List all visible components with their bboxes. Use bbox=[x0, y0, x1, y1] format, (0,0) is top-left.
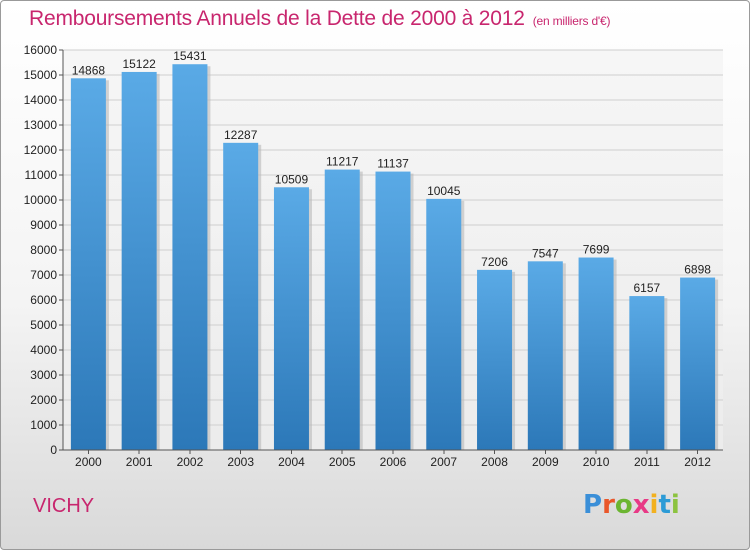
bar bbox=[273, 187, 309, 450]
y-tick-label: 14000 bbox=[24, 93, 58, 107]
x-tick-label: 2004 bbox=[278, 455, 305, 469]
bar bbox=[172, 64, 208, 450]
y-tick-label: 10000 bbox=[24, 193, 58, 207]
chart-title: Remboursements Annuels de la Dette de 20… bbox=[29, 7, 610, 31]
x-tick-label: 2007 bbox=[430, 455, 457, 469]
x-tick-label: 2010 bbox=[583, 455, 610, 469]
x-tick-label: 2006 bbox=[380, 455, 407, 469]
bar-value-label: 6157 bbox=[633, 281, 660, 295]
bar bbox=[629, 296, 665, 450]
bar-value-label: 12287 bbox=[224, 128, 258, 142]
y-tick-label: 12000 bbox=[24, 143, 58, 157]
bar-value-label: 11217 bbox=[326, 155, 359, 169]
x-tick-label: 2001 bbox=[126, 455, 153, 469]
bar bbox=[578, 257, 614, 450]
x-tick-label: 2005 bbox=[329, 455, 356, 469]
bar bbox=[121, 71, 157, 450]
y-tick-label: 13000 bbox=[24, 118, 58, 132]
x-tick-label: 2009 bbox=[532, 455, 559, 469]
proxiti-logo: Proxiti bbox=[583, 490, 680, 520]
bar bbox=[477, 269, 513, 450]
y-tick-label: 2000 bbox=[30, 393, 57, 407]
bar bbox=[680, 277, 716, 450]
x-tick-label: 2002 bbox=[177, 455, 204, 469]
logo-letter: o bbox=[614, 490, 633, 520]
logo-letter: i bbox=[649, 490, 659, 520]
bar-value-label: 7547 bbox=[532, 246, 559, 260]
x-tick-label: 2008 bbox=[481, 455, 508, 469]
y-tick-label: 15000 bbox=[24, 68, 58, 82]
x-tick-label: 2012 bbox=[684, 455, 711, 469]
bar-value-label: 7699 bbox=[583, 243, 610, 257]
bar-value-label: 10509 bbox=[275, 172, 309, 186]
bar bbox=[426, 198, 462, 450]
bar-layer: 14868 15122 15431 12287 10509 11217 11137 10045… bbox=[70, 49, 719, 451]
x-tick-label: 2000 bbox=[75, 455, 102, 469]
x-tick-label: 2003 bbox=[227, 455, 254, 469]
y-tick-label: 3000 bbox=[30, 368, 57, 382]
bar bbox=[527, 261, 563, 450]
y-tick-label: 0 bbox=[50, 443, 57, 457]
logo-letter: r bbox=[602, 490, 615, 520]
y-tick-label: 4000 bbox=[30, 343, 57, 357]
logo-letter: P bbox=[583, 490, 603, 520]
y-tick-label: 9000 bbox=[30, 218, 57, 232]
bar-value-label: 15431 bbox=[173, 49, 207, 63]
x-tick-label: 2011 bbox=[634, 455, 660, 469]
commune-name: VICHY bbox=[33, 495, 95, 517]
logo-letter: x bbox=[632, 490, 650, 520]
y-tick-label: 7000 bbox=[30, 268, 57, 282]
bar-value-label: 7206 bbox=[481, 255, 508, 269]
y-tick-label: 1000 bbox=[30, 418, 57, 432]
axis-layer: 0 1000 2000 3000 4000 5000 6000 7000 8000 9000 100… bbox=[24, 43, 723, 469]
y-tick-label: 5000 bbox=[30, 318, 57, 332]
chart-title-text: Remboursements Annuels de la Dette de 20… bbox=[29, 7, 525, 30]
bar bbox=[70, 78, 106, 451]
chart-unit: (en milliers d'€) bbox=[532, 14, 611, 28]
bar-value-label: 11137 bbox=[377, 157, 409, 171]
bar-value-label: 14868 bbox=[72, 63, 106, 77]
y-tick-label: 6000 bbox=[30, 293, 57, 307]
y-tick-label: 11000 bbox=[25, 168, 58, 182]
y-tick-label: 8000 bbox=[30, 243, 57, 257]
y-tick-label: 16000 bbox=[24, 43, 58, 57]
bar-value-label: 15122 bbox=[122, 57, 156, 71]
logo-letter: t bbox=[658, 490, 671, 520]
logo-letter: i bbox=[670, 490, 680, 520]
bar-value-label: 6898 bbox=[684, 263, 711, 277]
bar bbox=[375, 171, 411, 450]
bar-value-label: 10045 bbox=[427, 184, 461, 198]
bar bbox=[324, 169, 360, 450]
bar bbox=[223, 142, 259, 450]
